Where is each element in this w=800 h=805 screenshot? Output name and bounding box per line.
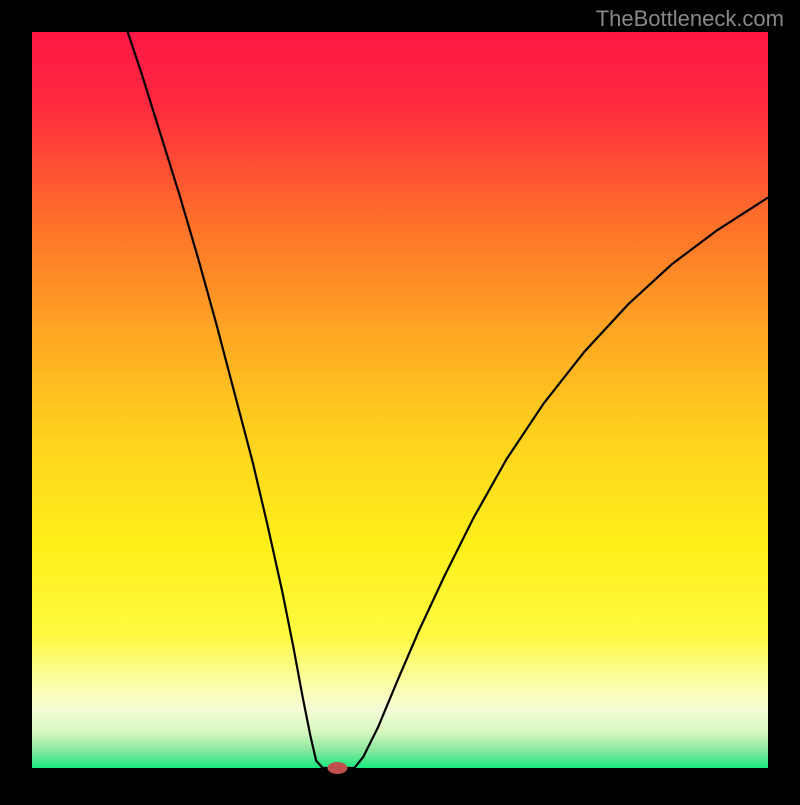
bottleneck-chart xyxy=(0,0,800,800)
minimum-marker xyxy=(327,762,347,774)
watermark-text: TheBottleneck.com xyxy=(596,6,784,32)
plot-background xyxy=(32,32,768,768)
chart-svg xyxy=(0,0,800,800)
